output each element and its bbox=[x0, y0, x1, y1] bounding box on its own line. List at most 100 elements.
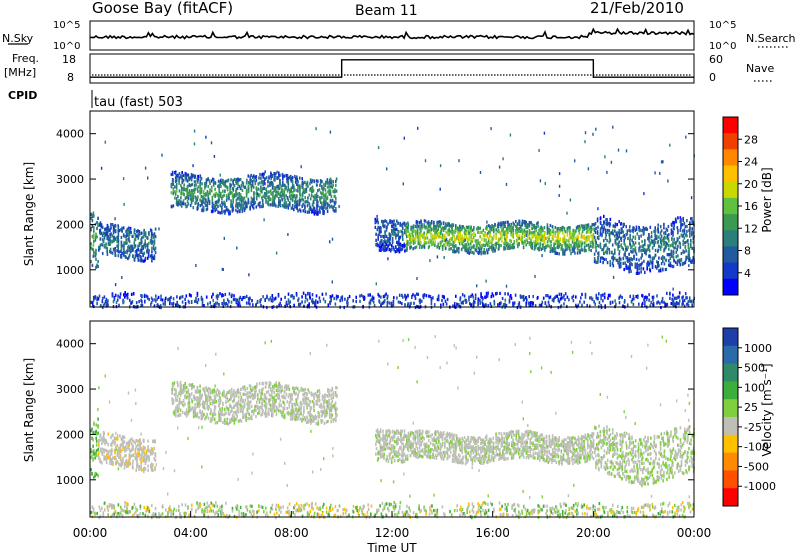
echo-cell bbox=[104, 140, 106, 144]
echo-cell bbox=[289, 175, 291, 180]
echo-cell bbox=[542, 296, 545, 300]
echo-cell bbox=[279, 173, 281, 177]
echo-cell bbox=[654, 237, 656, 241]
echo-cell bbox=[226, 186, 229, 190]
echo-cell bbox=[410, 240, 412, 244]
echo-cell bbox=[450, 230, 452, 234]
echo-cell bbox=[689, 232, 691, 236]
nsearch-label: N.Search bbox=[746, 32, 796, 45]
echo-cell bbox=[560, 304, 563, 308]
echo-cell bbox=[149, 228, 152, 232]
echo-cell bbox=[176, 304, 178, 308]
echo-cell bbox=[498, 243, 500, 248]
echo-cell bbox=[329, 302, 332, 306]
echo-cell bbox=[231, 293, 233, 297]
echo-cell bbox=[329, 240, 331, 244]
echo-cell bbox=[391, 232, 394, 236]
echo-cell bbox=[136, 452, 139, 456]
echo-cell bbox=[285, 185, 287, 189]
echo-cell bbox=[200, 190, 203, 194]
echo-cell bbox=[224, 203, 226, 207]
echo-cell bbox=[545, 236, 547, 241]
echo-cell bbox=[412, 241, 415, 245]
echo-cell bbox=[93, 422, 95, 426]
echo-cell bbox=[458, 235, 460, 239]
echo-cell bbox=[477, 303, 479, 307]
echo-cell bbox=[112, 461, 114, 465]
echo-cell bbox=[286, 204, 288, 208]
echo-cell bbox=[682, 295, 684, 299]
echo-cell bbox=[207, 192, 209, 196]
echo-cell bbox=[603, 220, 606, 224]
echo-cell bbox=[618, 301, 621, 305]
echo-cell bbox=[197, 195, 199, 199]
echo-cell bbox=[98, 442, 100, 446]
echo-cell bbox=[90, 429, 92, 433]
echo-cell bbox=[111, 239, 114, 243]
echo-cell bbox=[319, 299, 321, 303]
echo-cell bbox=[168, 297, 170, 301]
echo-cell bbox=[197, 202, 200, 206]
echo-cell bbox=[525, 243, 527, 247]
echo-cell bbox=[282, 183, 284, 187]
echo-cell bbox=[441, 233, 444, 237]
echo-cell bbox=[404, 229, 406, 233]
echo-cell bbox=[312, 201, 315, 205]
echo-cell bbox=[566, 230, 569, 234]
echo-cell bbox=[579, 250, 581, 254]
echo-cell bbox=[201, 298, 204, 302]
echo-cell bbox=[107, 235, 110, 239]
echo-cell bbox=[106, 252, 109, 256]
echo-cell bbox=[391, 244, 393, 248]
echo-cell bbox=[539, 242, 542, 246]
echo-cell bbox=[526, 238, 528, 242]
echo-cell bbox=[615, 242, 618, 246]
echo-cell bbox=[253, 191, 255, 195]
echo-cell bbox=[264, 182, 266, 186]
echo-cell bbox=[116, 298, 119, 302]
echo-cell bbox=[126, 228, 128, 232]
echo-cell bbox=[680, 225, 682, 229]
echo-cell bbox=[504, 247, 506, 251]
echo-cell bbox=[278, 175, 280, 179]
echo-cell bbox=[302, 291, 305, 295]
echo-cell bbox=[638, 241, 640, 246]
echo-cell bbox=[591, 237, 594, 241]
echo-cell bbox=[195, 264, 197, 267]
echo-cell bbox=[113, 225, 116, 229]
echo-cell bbox=[534, 246, 537, 250]
echo-cell bbox=[691, 227, 693, 231]
echo-cell bbox=[313, 206, 316, 211]
echo-cell bbox=[154, 246, 157, 250]
echo-cell bbox=[593, 252, 596, 256]
echo-cell bbox=[147, 241, 150, 245]
echo-cell bbox=[650, 261, 653, 265]
echo-cell bbox=[144, 256, 147, 260]
echo-cell bbox=[224, 209, 227, 213]
echo-cell bbox=[686, 229, 688, 233]
echo-cell bbox=[279, 194, 282, 198]
echo-cell bbox=[396, 219, 398, 223]
echo-cell bbox=[186, 188, 188, 192]
echo-cell bbox=[299, 193, 302, 197]
echo-cell bbox=[333, 296, 335, 301]
echo-cell bbox=[521, 241, 524, 245]
echo-cell bbox=[116, 453, 119, 457]
echo-cell bbox=[369, 293, 371, 297]
echo-cell bbox=[393, 227, 395, 231]
echo-cell bbox=[101, 441, 103, 446]
colorbar-swatch bbox=[723, 197, 738, 215]
echo-cell bbox=[412, 293, 414, 297]
echo-cell bbox=[323, 211, 325, 216]
echo-cell bbox=[128, 244, 130, 248]
echo-cell bbox=[590, 248, 592, 253]
echo-cell bbox=[494, 242, 496, 247]
echo-cell bbox=[319, 210, 321, 214]
echo-cell bbox=[233, 194, 236, 198]
echo-cell bbox=[536, 238, 538, 242]
echo-cell bbox=[532, 301, 534, 305]
echo-cell bbox=[177, 173, 179, 177]
echo-cell bbox=[138, 233, 141, 237]
echo-cell bbox=[671, 254, 673, 258]
echo-cell bbox=[416, 223, 419, 227]
